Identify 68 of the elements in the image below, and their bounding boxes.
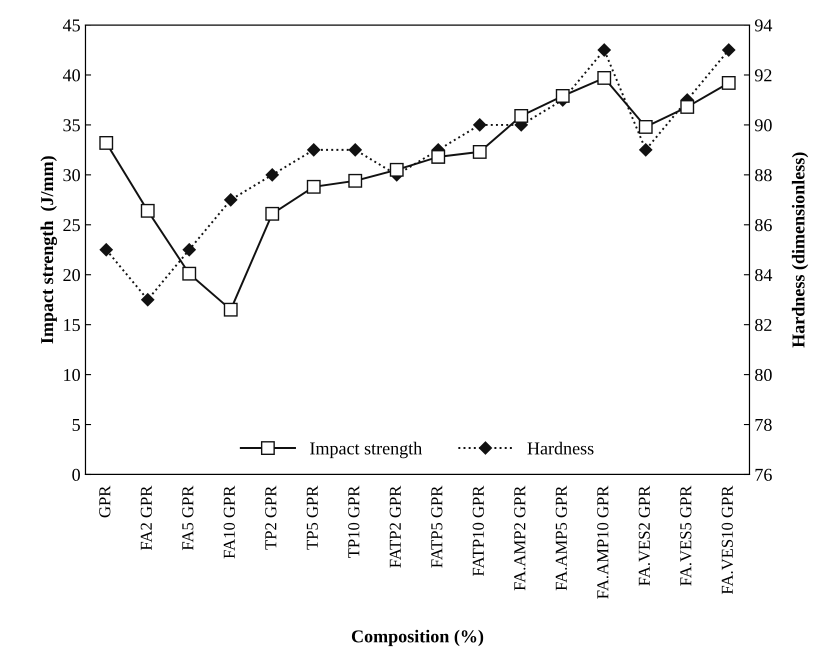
y2-tick-label: 92 [754, 69, 772, 82]
legend-label: Hardness [527, 442, 594, 455]
point [390, 162, 404, 177]
y-tick-label: 30 [63, 169, 80, 182]
x-tick-label: FA.AMP2 GPR [514, 486, 526, 590]
y-tick-label: 25 [63, 219, 80, 232]
x-tick-label: FA.VES2 GPR [638, 486, 650, 586]
x-tick-label: FA5 GPR [182, 486, 194, 550]
x-tick-label: FA2 GPR [140, 486, 152, 550]
point [265, 206, 280, 221]
y-tick-label: 5 [72, 418, 80, 431]
y2-tick-label: 86 [755, 219, 772, 232]
x-tick-label: FATP5 GPR [431, 486, 442, 568]
point [638, 120, 653, 134]
x-tick-label: FA.VES10 GPR [722, 486, 733, 594]
point [140, 204, 155, 218]
point [598, 43, 611, 57]
y2-tick-label: 78 [756, 418, 772, 431]
point [307, 143, 320, 156]
y2-tick-label: 94 [754, 19, 772, 32]
legend-label: Impact strength [310, 442, 422, 458]
point [224, 302, 238, 317]
point [224, 193, 238, 206]
point [266, 168, 279, 182]
y2-tick-label: 90 [754, 119, 772, 132]
point [100, 243, 113, 256]
point [639, 143, 652, 156]
y-tick-label: 35 [63, 119, 80, 132]
x-tick-label: FA.AMP10 GPR [597, 486, 608, 599]
point [431, 150, 446, 164]
x-tick-label: FATP10 GPR [472, 486, 484, 576]
point [597, 71, 612, 85]
y-tick-label: 45 [62, 19, 80, 32]
x-tick-label: TP5 GPR [306, 486, 318, 550]
point [182, 266, 196, 281]
x-tick-label: FA.AMP5 GPR [556, 486, 567, 590]
point [556, 89, 570, 103]
y-tick-label: 15 [64, 319, 80, 332]
x-axis-title: Composition (%) [352, 630, 484, 646]
point [722, 43, 736, 57]
x-tick-label: TP2 GPR [265, 486, 276, 550]
point [680, 100, 694, 114]
x-tick-label: GPR [99, 486, 110, 518]
point [141, 293, 154, 306]
y2-tick-label: 84 [755, 268, 772, 282]
point [348, 174, 362, 188]
point [348, 143, 362, 156]
x-tick-label: TP10 GPR [348, 486, 360, 558]
point [514, 108, 528, 123]
y-tick-label: 10 [64, 368, 80, 382]
y2-tick-label: 80 [755, 368, 772, 382]
y-tick-label: 20 [63, 268, 80, 282]
y2-axis-title: Hardness (dimensionless) [792, 152, 808, 348]
point [182, 243, 196, 256]
y-tick-label: 40 [62, 69, 80, 82]
point [722, 76, 736, 90]
y-tick-label: 0 [72, 468, 80, 481]
x-tick-label: FATP2 GPR [390, 486, 401, 568]
point [473, 118, 486, 132]
y-axis-title: Impact strength (J/mm) [40, 156, 58, 344]
x-tick-label: FA.VES5 GPR [680, 486, 692, 586]
y2-tick-label: 88 [755, 169, 772, 182]
point [99, 136, 114, 150]
point [472, 144, 487, 159]
y2-tick-label: 76 [756, 468, 772, 481]
y2-tick-label: 82 [755, 318, 772, 332]
x-tick-label: FA10 GPR [224, 486, 235, 558]
point [306, 180, 321, 194]
